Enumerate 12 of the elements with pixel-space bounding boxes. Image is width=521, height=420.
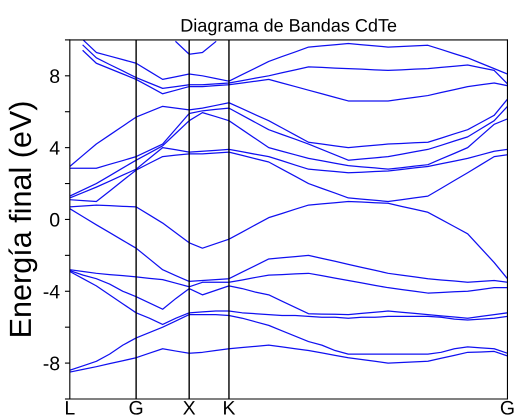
- y-tick-label: -8: [44, 356, 60, 370]
- y-tick-label: 8: [50, 69, 60, 84]
- y-tick-label: 0: [50, 212, 60, 227]
- x-tick-label: L: [66, 401, 75, 414]
- y-tick-label: -4: [44, 284, 60, 298]
- y-tick-label: 4: [50, 141, 60, 155]
- x-tick-label: X: [183, 401, 196, 414]
- x-tick-label: K: [224, 401, 236, 414]
- x-tick-label: G: [500, 400, 514, 415]
- chart-title: Diagrama de Bandas CdTe: [182, 18, 396, 36]
- x-tick-label: G: [130, 400, 142, 415]
- y-axis-title: Energía final (eV): [8, 102, 38, 336]
